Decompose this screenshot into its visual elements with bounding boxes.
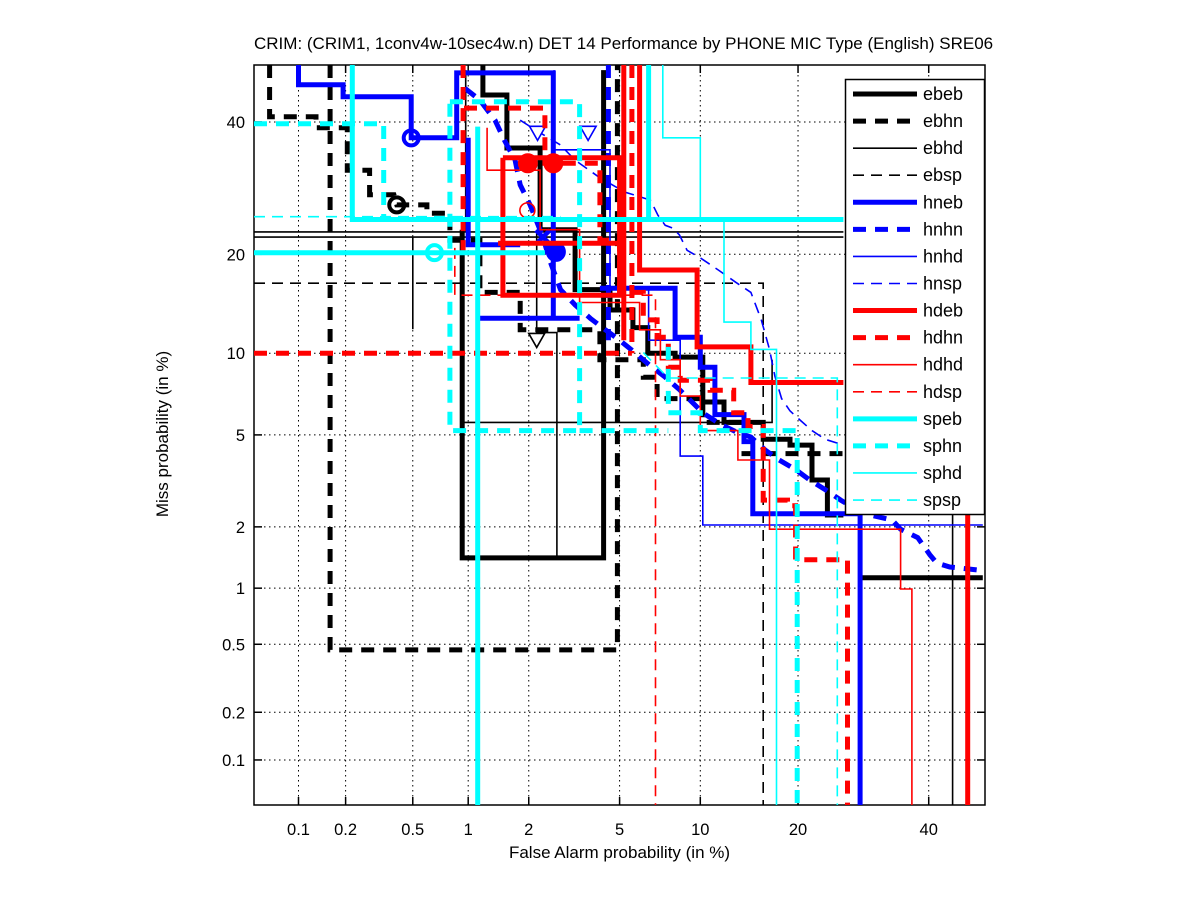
series-ebhn-path bbox=[327, 65, 620, 653]
series-sphd-path bbox=[661, 65, 778, 805]
legend-item-ebeb: ebeb bbox=[853, 84, 963, 104]
y-tick-label: 0.1 bbox=[222, 752, 245, 770]
series-ebhd-path bbox=[535, 231, 558, 558]
legend-label: ebeb bbox=[923, 84, 963, 104]
legend-label: hdhd bbox=[923, 355, 963, 375]
legend-label: ebhn bbox=[923, 111, 963, 131]
series-sphn-path bbox=[665, 346, 800, 805]
legend-label: hnsp bbox=[923, 273, 962, 293]
series-hneb bbox=[296, 65, 863, 805]
y-tick-label: 5 bbox=[236, 427, 245, 445]
x-tick-label: 5 bbox=[615, 821, 624, 839]
legend-item-hnhn: hnhn bbox=[853, 219, 963, 239]
marker-circle-speb bbox=[424, 243, 444, 263]
legend-label: hdsp bbox=[923, 382, 962, 402]
marker-triangle-ebsp bbox=[527, 332, 547, 350]
marker-circle-hdhn bbox=[543, 153, 564, 174]
series-spsp bbox=[254, 215, 839, 805]
y-tick-label: 2 bbox=[236, 519, 245, 537]
legend-item-hnsp: hnsp bbox=[853, 273, 962, 293]
legend-item-speb: speb bbox=[853, 409, 962, 429]
series-hneb-path bbox=[296, 65, 556, 319]
x-tick-label: 0.5 bbox=[401, 821, 424, 839]
y-tick-label: 1 bbox=[236, 580, 245, 598]
tick-labels: 0.1 0.2 0.5 1 2 5 10 20 40 0.1 0.2 0.5 1 2 5 10 20 40 bbox=[222, 114, 938, 839]
y-tick-label: 0.2 bbox=[222, 704, 245, 722]
legend-item-hdhd: hdhd bbox=[853, 355, 963, 375]
legend-label: ebsp bbox=[923, 165, 962, 185]
marker-circle-hneb bbox=[401, 128, 421, 148]
legend-item-ebsp: ebsp bbox=[853, 165, 962, 185]
legend-label: sphn bbox=[923, 436, 962, 456]
y-axis-label: Miss probability (in %) bbox=[153, 350, 172, 518]
legend-label: hnhn bbox=[923, 219, 963, 239]
legend-label: sphd bbox=[923, 463, 962, 483]
x-tick-label: 20 bbox=[789, 821, 807, 839]
legend-label: hneb bbox=[923, 192, 963, 212]
series-ebsp-path bbox=[254, 282, 765, 805]
marker-circle-ebhn bbox=[387, 195, 407, 215]
legend-item-hnhd: hnhd bbox=[853, 246, 963, 266]
series-speb-path bbox=[349, 65, 844, 222]
series-hdsp bbox=[453, 247, 657, 805]
legend-box bbox=[844, 78, 986, 516]
legend-item-hdhn: hdhn bbox=[853, 328, 963, 348]
series-group bbox=[254, 65, 984, 805]
series-hdhn bbox=[254, 65, 850, 805]
marker-triangle-hnsp bbox=[528, 125, 547, 142]
legend-item-sphn: sphn bbox=[853, 436, 962, 456]
legend-item-hdsp: hdsp bbox=[853, 382, 962, 402]
legend: ebeb ebhn ebhd ebsp hneb hnhn hnhd hnsp hdeb hdhn… bbox=[844, 78, 986, 516]
series-hnhd-path bbox=[553, 70, 983, 526]
x-tick-label: 2 bbox=[524, 821, 533, 839]
legend-label: hdhn bbox=[923, 328, 963, 348]
series-ebsp bbox=[254, 282, 765, 805]
y-tick-label: 10 bbox=[227, 345, 245, 363]
legend-label: speb bbox=[923, 409, 962, 429]
series-sphd bbox=[661, 65, 778, 805]
legend-item-sphd: sphd bbox=[853, 463, 962, 483]
y-tick-label: 0.5 bbox=[222, 636, 245, 654]
series-hnhd bbox=[553, 70, 983, 526]
x-tick-label: 1 bbox=[464, 821, 473, 839]
x-tick-label: 10 bbox=[691, 821, 709, 839]
legend-label: ebhd bbox=[923, 138, 963, 158]
x-tick-label: 40 bbox=[920, 821, 938, 839]
legend-item-ebhn: ebhn bbox=[853, 111, 963, 131]
series-spsp-path bbox=[642, 352, 839, 805]
legend-item-hneb: hneb bbox=[853, 192, 963, 212]
marker-circle-hneb bbox=[545, 241, 566, 262]
legend-label: spsp bbox=[923, 490, 961, 510]
x-tick-label: 0.1 bbox=[287, 821, 310, 839]
series-hdsp-path bbox=[453, 247, 657, 805]
series-hdhd-path bbox=[486, 127, 913, 805]
series-speb bbox=[254, 65, 844, 805]
y-tick-label: 40 bbox=[227, 114, 245, 132]
x-axis-label: False Alarm probability (in %) bbox=[508, 843, 731, 862]
legend-item-spsp: spsp bbox=[853, 490, 961, 510]
series-hdhn-path bbox=[460, 65, 850, 805]
marker-triangle-hnsp bbox=[578, 125, 598, 142]
marker-circle-hdeb bbox=[517, 153, 538, 174]
x-tick-label: 0.2 bbox=[334, 821, 357, 839]
plot-title: CRIM: (CRIM1, 1conv4w-10sec4w.n) DET 14 … bbox=[254, 34, 994, 53]
series-hneb-path bbox=[599, 285, 863, 805]
series-ebeb-path bbox=[459, 70, 607, 561]
series-sphn bbox=[254, 99, 800, 805]
legend-item-hdeb: hdeb bbox=[853, 301, 963, 321]
y-tick-label: 20 bbox=[227, 246, 245, 264]
legend-item-ebhd: ebhd bbox=[853, 138, 963, 158]
legend-label: hdeb bbox=[923, 301, 963, 321]
legend-label: hnhd bbox=[923, 246, 963, 266]
series-hdeb-path bbox=[637, 65, 844, 385]
series-hnhn-path bbox=[463, 86, 984, 573]
